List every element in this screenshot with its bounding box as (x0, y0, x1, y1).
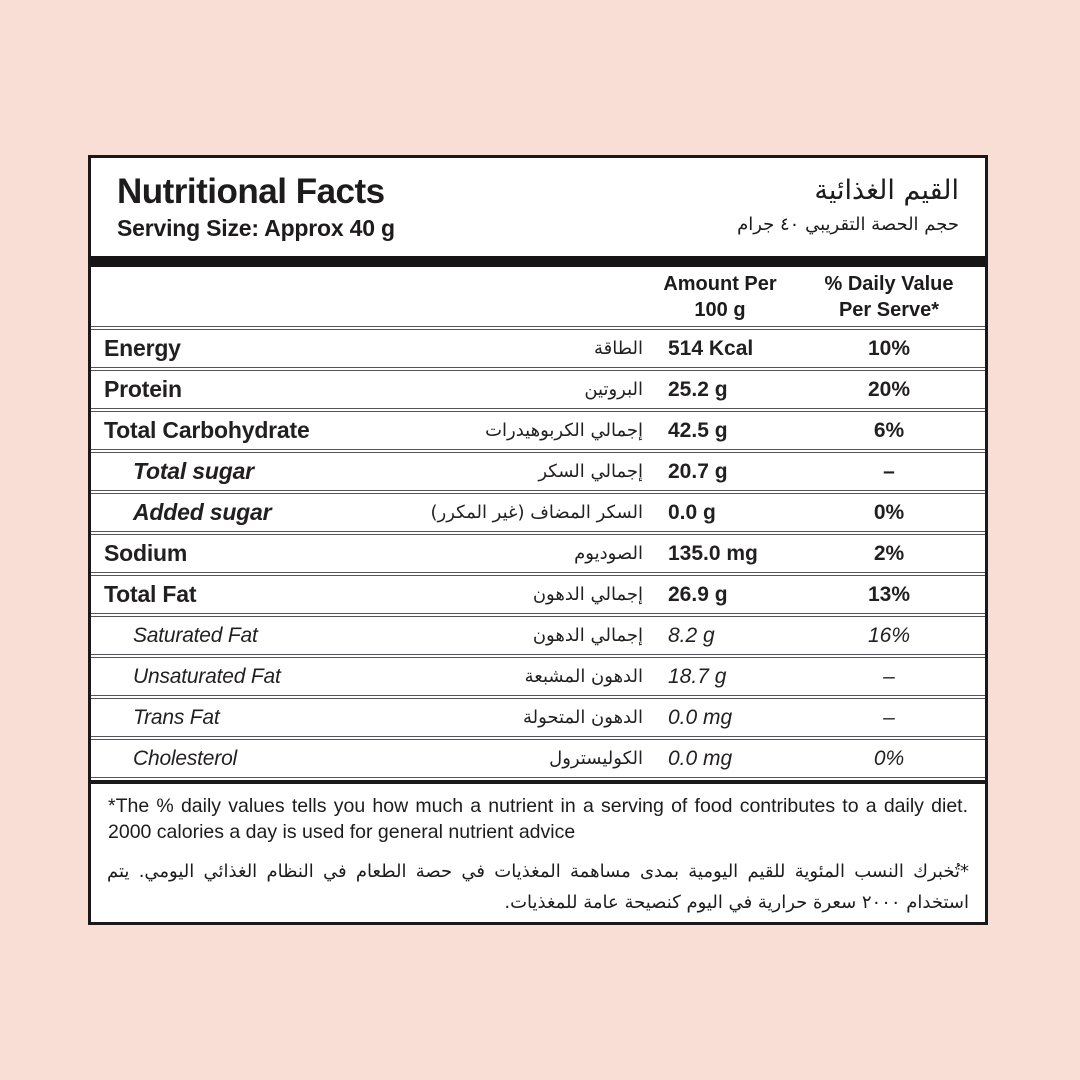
label-title-ar: القيم الغذائية (814, 175, 959, 206)
table-row-cholesterol: Cholesterol الكوليسترول 0.0 mg 0% (91, 739, 985, 778)
header-divider-bar (91, 256, 985, 267)
nutrient-name-en: Total Carbohydrate (104, 417, 310, 443)
nutrient-daily-value: 10% (867, 336, 911, 360)
nutrient-amount: 20.7 g (668, 459, 728, 483)
nutrient-name-en: Cholesterol (133, 746, 238, 770)
nutrient-daily-value: 6% (873, 418, 905, 442)
serving-size-ar: حجم الحصة التقريبي ٤٠ جرام (737, 214, 959, 235)
label-header-arabic: القيم الغذائية حجم الحصة التقريبي ٤٠ جرا… (737, 171, 959, 239)
serving-size-en: Serving Size: Approx 40 g (117, 215, 395, 241)
column-header-amount-line2: 100 g (694, 298, 746, 321)
label-title-en: Nutritional Facts (117, 172, 385, 211)
nutrient-daily-value: 0% (873, 500, 905, 524)
nutrient-name-en: Added sugar (133, 499, 272, 525)
table-row-total-sugar: Total sugar إجمالي السكر 20.7 g – (91, 452, 985, 491)
nutrient-name-en: Total sugar (133, 458, 254, 484)
nutrient-name-ar: إجمالي السكر (538, 461, 643, 482)
nutrient-daily-value: – (883, 664, 895, 688)
nutrient-name-ar: الدهون المتحولة (522, 707, 643, 728)
nutrient-name-ar: إجمالي الدهون (532, 584, 643, 605)
nutrient-amount: 18.7 g (668, 664, 727, 688)
nutrient-amount: 514 Kcal (668, 336, 754, 360)
table-row-trans-fat: Trans Fat الدهون المتحولة 0.0 mg – (91, 698, 985, 737)
nutrient-name-ar: الصوديوم (574, 543, 643, 564)
nutrient-daily-value: 2% (873, 541, 905, 565)
nutrient-daily-value: 0% (873, 746, 905, 770)
nutrient-name-en: Saturated Fat (133, 623, 258, 647)
table-row-added-sugar: Added sugar السكر المضاف (غير المكرر) 0.… (91, 493, 985, 532)
nutrition-label-panel: Nutritional Facts Serving Size: Approx 4… (88, 155, 988, 925)
nutrient-name-ar: الطاقة (594, 338, 643, 359)
table-row-energy: Energy الطاقة 514 Kcal 10% (91, 329, 985, 368)
nutrient-amount: 0.0 mg (668, 705, 733, 729)
table-row-saturated-fat: Saturated Fat إجمالي الدهون 8.2 g 16% (91, 616, 985, 655)
column-header-daily-value: % Daily Value Per Serve* (793, 271, 985, 323)
nutrient-daily-value: – (883, 705, 895, 729)
footnote-divider-line (91, 780, 985, 784)
daily-value-footnote-en: *The % daily values tells you how much a… (108, 795, 968, 843)
nutrient-name-en: Sodium (104, 540, 188, 566)
daily-value-footnote-ar: *تُخبرك النسب المئوية للقيم اليومية بمدى… (107, 861, 969, 913)
table-column-headers: Amount Per 100 g % Daily Value Per Serve… (91, 267, 985, 327)
nutrient-amount: 26.9 g (668, 582, 728, 606)
nutrient-name-ar: البروتين (584, 379, 643, 400)
nutrient-name-ar: الدهون المشبعة (524, 666, 643, 687)
nutrient-daily-value: 13% (867, 582, 911, 606)
table-row-total-fat: Total Fat إجمالي الدهون 26.9 g 13% (91, 575, 985, 614)
table-row-unsaturated-fat: Unsaturated Fat الدهون المشبعة 18.7 g – (91, 657, 985, 696)
table-row-total-carbohydrate: Total Carbohydrate إجمالي الكربوهيدرات 4… (91, 411, 985, 450)
nutrient-name-en: Energy (104, 335, 181, 361)
nutrient-amount: 0.0 g (668, 500, 716, 524)
column-header-dv-line1: % Daily Value (824, 272, 954, 295)
nutrient-amount: 135.0 mg (668, 541, 758, 565)
nutrient-amount: 0.0 mg (668, 746, 733, 770)
column-header-amount-line1: Amount Per (663, 272, 777, 295)
table-row-protein: Protein البروتين 25.2 g 20% (91, 370, 985, 409)
nutrient-amount: 25.2 g (668, 377, 728, 401)
nutrient-amount: 8.2 g (668, 623, 715, 647)
nutrient-daily-value: 20% (867, 377, 911, 401)
label-header: Nutritional Facts Serving Size: Approx 4… (91, 158, 985, 256)
nutrient-name-ar: الكوليسترول (549, 748, 643, 769)
nutrient-name-ar: السكر المضاف (غير المكرر) (430, 502, 643, 523)
nutrient-amount: 42.5 g (668, 418, 728, 442)
nutrient-daily-value: 16% (867, 623, 911, 647)
nutrient-name-en: Unsaturated Fat (133, 664, 281, 688)
label-header-english: Nutritional Facts Serving Size: Approx 4… (117, 171, 395, 243)
nutrient-daily-value: – (883, 459, 895, 483)
nutrient-name-ar: إجمالي الدهون (532, 625, 643, 646)
column-header-dv-line2: Per Serve* (838, 298, 940, 321)
nutrient-name-en: Total Fat (104, 581, 197, 607)
table-row-sodium: Sodium الصوديوم 135.0 mg 2% (91, 534, 985, 573)
nutrient-name-en: Protein (104, 376, 182, 402)
nutrient-name-en: Trans Fat (133, 705, 220, 729)
nutrient-name-ar: إجمالي الكربوهيدرات (485, 420, 643, 441)
column-header-amount: Amount Per 100 g (647, 271, 793, 323)
